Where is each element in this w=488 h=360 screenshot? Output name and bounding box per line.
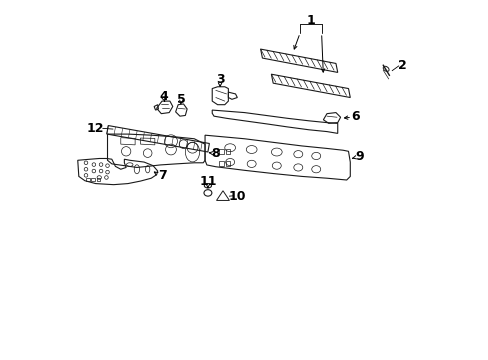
Text: 3: 3 (215, 73, 224, 86)
Text: 10: 10 (228, 190, 245, 203)
Text: 9: 9 (354, 150, 363, 163)
Text: 12: 12 (87, 122, 104, 135)
Text: 8: 8 (211, 147, 220, 159)
Text: 4: 4 (159, 90, 168, 103)
Text: 6: 6 (351, 110, 359, 123)
Text: 2: 2 (397, 59, 406, 72)
Text: 1: 1 (306, 14, 315, 27)
Text: 11: 11 (199, 175, 216, 188)
Text: 5: 5 (176, 93, 185, 106)
Text: 7: 7 (157, 169, 166, 182)
